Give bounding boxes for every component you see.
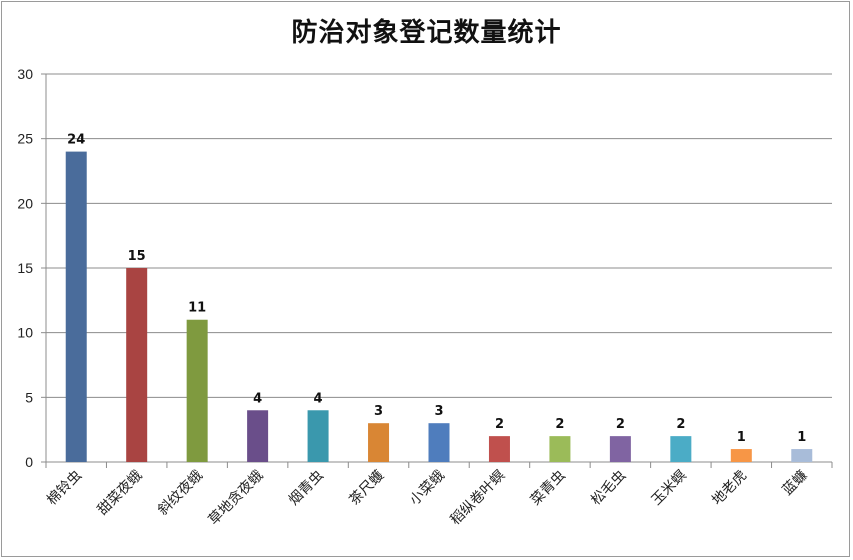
bar: [247, 410, 269, 462]
bar: [368, 423, 390, 462]
category-label: 小菜蛾: [407, 468, 448, 509]
y-tick-label: 15: [17, 260, 33, 276]
y-tick-label: 0: [25, 454, 33, 470]
bar: [549, 436, 571, 462]
bar: [730, 449, 752, 462]
bar: [307, 410, 329, 462]
category-label: 草地贪夜蛾: [206, 468, 267, 529]
bar: [428, 423, 450, 462]
bar: [126, 268, 148, 462]
data-label: 24: [67, 133, 85, 148]
category-label: 地老虎: [709, 468, 750, 509]
category-label: 玉米螟: [649, 468, 690, 509]
data-label: 2: [676, 417, 685, 432]
category-label: 茶尺蠖: [346, 468, 387, 509]
data-label: 2: [616, 417, 625, 432]
data-label: 15: [128, 249, 146, 264]
bar: [186, 319, 208, 462]
category-label: 稻纵卷叶螟: [447, 468, 508, 529]
bar: [670, 436, 692, 462]
category-label: 烟青虫: [286, 468, 327, 509]
bar: [488, 436, 510, 462]
category-label: 蓝蠊: [779, 467, 811, 499]
bar: [791, 449, 813, 462]
data-label: 2: [495, 417, 504, 432]
data-label: 4: [253, 391, 262, 406]
y-tick-label: 5: [25, 389, 33, 405]
y-tick-label: 10: [17, 325, 33, 341]
data-label: 1: [737, 430, 746, 445]
bar: [65, 151, 87, 462]
category-label: 棉铃虫: [43, 467, 85, 509]
category-label: 松毛虫: [588, 468, 629, 509]
data-label: 1: [797, 430, 806, 445]
category-label: 菜青虫: [528, 468, 569, 509]
data-label: 3: [374, 404, 383, 419]
data-label: 3: [434, 404, 443, 419]
data-label: 4: [314, 391, 323, 406]
category-label: 斜纹夜蛾: [155, 468, 206, 519]
y-tick-label: 25: [17, 131, 33, 147]
y-tick-label: 20: [17, 195, 33, 211]
bar: [609, 436, 631, 462]
chart-title: 防治对象登记数量统计: [291, 18, 562, 48]
y-tick-label: 30: [17, 66, 33, 82]
data-label: 2: [555, 417, 564, 432]
category-label: 甜菜夜蛾: [95, 468, 146, 519]
data-label: 11: [188, 301, 206, 316]
